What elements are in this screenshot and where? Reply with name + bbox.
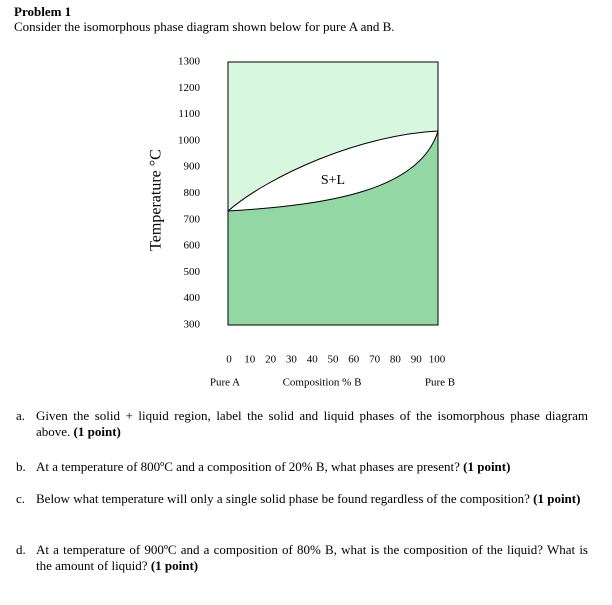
question-body: At a temperature of 800ºC and a composit… [36, 459, 460, 474]
x-tick-label: 80 [390, 354, 402, 366]
y-tick-label: 1000 [178, 134, 201, 146]
question-text: At a temperature of 900ºC and a composit… [36, 542, 588, 574]
question: c. Below what temperature will only a sin… [16, 491, 588, 507]
y-tick-label: 700 [184, 213, 201, 225]
liquidus [227, 130, 439, 212]
x-tick-label: 20 [265, 354, 277, 366]
question-body: At a temperature of 900ºC and a composit… [36, 542, 588, 573]
question: b. At a temperature of 800ºC and a compos… [16, 459, 588, 475]
question-points: (1 point) [73, 424, 121, 439]
question-text: Given the solid + liquid region, label t… [36, 408, 588, 440]
question-letter: b. [16, 459, 26, 474]
y-tick-label: 1300 [178, 56, 201, 68]
liquid-region [228, 62, 438, 211]
question-text: At a temperature of 800ºC and a composit… [36, 459, 588, 475]
question-points: (1 point) [150, 558, 199, 573]
x-tick-label: 50 [328, 354, 340, 366]
question-text: Below what temperature will only a singl… [36, 491, 588, 507]
region-label: S+L [321, 173, 345, 188]
y-tick-label: 900 [184, 161, 201, 173]
x-tick-label: 100 [429, 354, 446, 366]
question-letter: d. [16, 542, 26, 557]
y-tick-label: 1200 [178, 82, 201, 94]
plot-frame [227, 61, 439, 326]
question-letter: c. [16, 491, 26, 506]
y-tick-label: 400 [184, 292, 201, 304]
question-points: (1 point) [463, 459, 511, 474]
title: Problem 1 [14, 4, 72, 19]
solidus [227, 130, 439, 212]
question: a. Given the solid + liquid region, label… [16, 408, 588, 440]
solid-region [228, 131, 438, 325]
intro: Consider the isomorphous phase diagram s… [14, 19, 395, 34]
x-label: Composition % B [283, 377, 362, 389]
question-letter: a. [16, 408, 26, 423]
question-body: Given the solid + liquid region, label t… [36, 408, 588, 439]
y-tick-label: 500 [184, 266, 201, 278]
y-tick-label: 600 [184, 240, 201, 252]
question-points: (1 point) [533, 491, 581, 506]
y-tick-label: 1100 [178, 108, 200, 120]
x-label: Pure B [425, 377, 455, 389]
question: d. At a temperature of 900ºC and a compos… [16, 542, 588, 574]
y-axis-label: Temperature °C [148, 149, 165, 251]
x-tick-label: 70 [369, 354, 381, 366]
x-tick-label: 40 [307, 354, 319, 366]
x-tick-label: 10 [244, 354, 256, 366]
phase-diagram: S+L Temperature °C 130012001100100090080… [148, 56, 455, 389]
x-tick-label: 90 [411, 354, 423, 366]
y-tick-label: 800 [184, 187, 201, 199]
x-tick-label: 60 [348, 354, 360, 366]
question-body: Below what temperature will only a singl… [36, 491, 530, 506]
y-tick-label: 300 [184, 319, 201, 331]
x-label: Pure A [210, 377, 240, 389]
x-tick-label: 30 [286, 354, 298, 366]
x-tick-label: 0 [226, 354, 232, 366]
